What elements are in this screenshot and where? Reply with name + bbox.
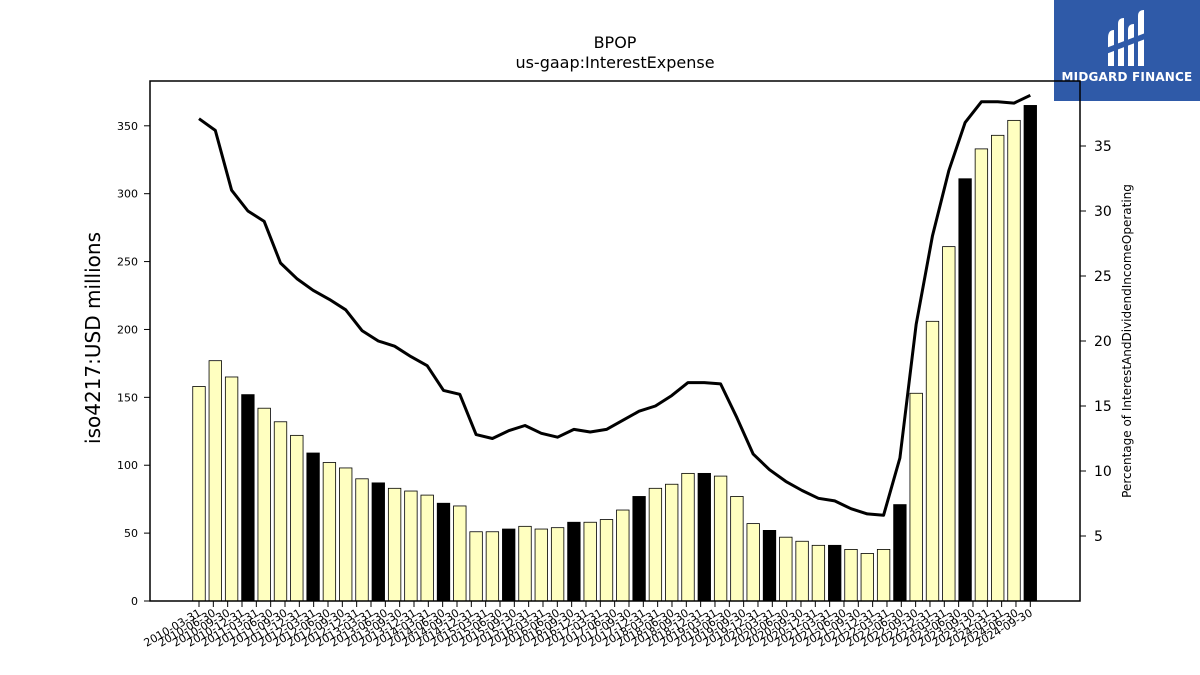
y-tick-label: 350: [117, 120, 138, 133]
bar: [616, 509, 630, 602]
y-axis-ticks: 0 50 100 150 200 250 300 350: [117, 120, 150, 608]
bar: [485, 531, 500, 602]
bar: [730, 496, 744, 602]
y-tick-label: 50: [124, 527, 138, 540]
bar: [469, 531, 483, 602]
chart-title: BPOP: [594, 33, 637, 52]
x-axis-ticks: 2010-03-312010-06-302010-09-302010-12-31…: [142, 601, 1035, 650]
brand-name: MIDGARD FINANCE: [1061, 70, 1193, 84]
y2-tick-label: 5: [1094, 529, 1103, 545]
bar: [241, 394, 255, 602]
bar: [436, 502, 451, 602]
y-tick-label: 0: [131, 595, 138, 608]
bar: [306, 452, 320, 602]
bar: [697, 472, 711, 602]
y2-tick-label: 25: [1094, 269, 1112, 285]
bar: [290, 434, 304, 602]
bar: [339, 467, 353, 602]
y2-tick-label: 20: [1094, 334, 1112, 350]
bar: [420, 494, 434, 602]
bar: [355, 478, 369, 602]
bar: [811, 544, 826, 602]
bar: [876, 549, 891, 602]
bar: [273, 421, 288, 602]
bar: [779, 536, 793, 602]
y2-axis-ticks: 5 10 15 20 25 30 35: [1080, 139, 1112, 545]
y2-axis-label: Percentage of InterestAndDividendIncomeO…: [1120, 184, 1134, 498]
y-tick-label: 100: [117, 459, 138, 472]
bar: [762, 530, 777, 602]
y2-tick-label: 10: [1094, 464, 1112, 480]
bar: [371, 482, 385, 602]
bar: [665, 483, 679, 602]
bar: [632, 496, 646, 602]
midgard-finance-logo-icon: [1106, 10, 1148, 66]
bar: [893, 504, 907, 602]
y-tick-label: 150: [117, 391, 138, 404]
bar: [404, 490, 418, 602]
bar: [681, 472, 695, 602]
bar: [599, 519, 614, 602]
bar: [909, 392, 923, 602]
bar: [713, 475, 728, 602]
bar: [795, 540, 809, 602]
chart-subtitle: us-gaap:InterestExpense: [515, 53, 714, 72]
bar: [942, 246, 956, 602]
bar: [925, 320, 940, 602]
bar: [1007, 119, 1021, 602]
bar: [958, 178, 972, 602]
bar: [746, 523, 760, 602]
bar: [860, 553, 874, 602]
y-tick-label: 250: [117, 256, 138, 269]
bar: [567, 521, 581, 602]
bar: [534, 528, 548, 602]
y2-tick-label: 15: [1094, 399, 1112, 415]
bar: [502, 528, 516, 602]
bar: [192, 386, 206, 602]
bar: [828, 544, 842, 602]
bar: [844, 549, 858, 602]
bar: [453, 505, 467, 602]
bar: [648, 487, 663, 602]
plot-frame: [149, 80, 1081, 602]
bar: [518, 525, 532, 602]
y-axis-label: iso4217:USD millions: [81, 232, 105, 444]
percent-line-series: [198, 93, 1031, 517]
percent-line: [198, 93, 1031, 517]
y-tick-label: 200: [117, 323, 138, 336]
bar-series: [192, 105, 1037, 602]
bar: [1023, 105, 1037, 602]
brand-logo: MIDGARD FINANCE: [1054, 0, 1200, 101]
bar: [974, 148, 989, 602]
bar: [322, 462, 337, 602]
bar: [224, 376, 239, 602]
bar: [991, 134, 1005, 602]
y2-tick-label: 30: [1094, 204, 1112, 220]
y-tick-label: 300: [117, 188, 138, 201]
bar: [387, 487, 402, 602]
bar: [550, 527, 565, 602]
bar: [583, 521, 597, 602]
y2-tick-label: 35: [1094, 139, 1112, 155]
bar: [208, 360, 222, 602]
bar: [257, 407, 271, 602]
